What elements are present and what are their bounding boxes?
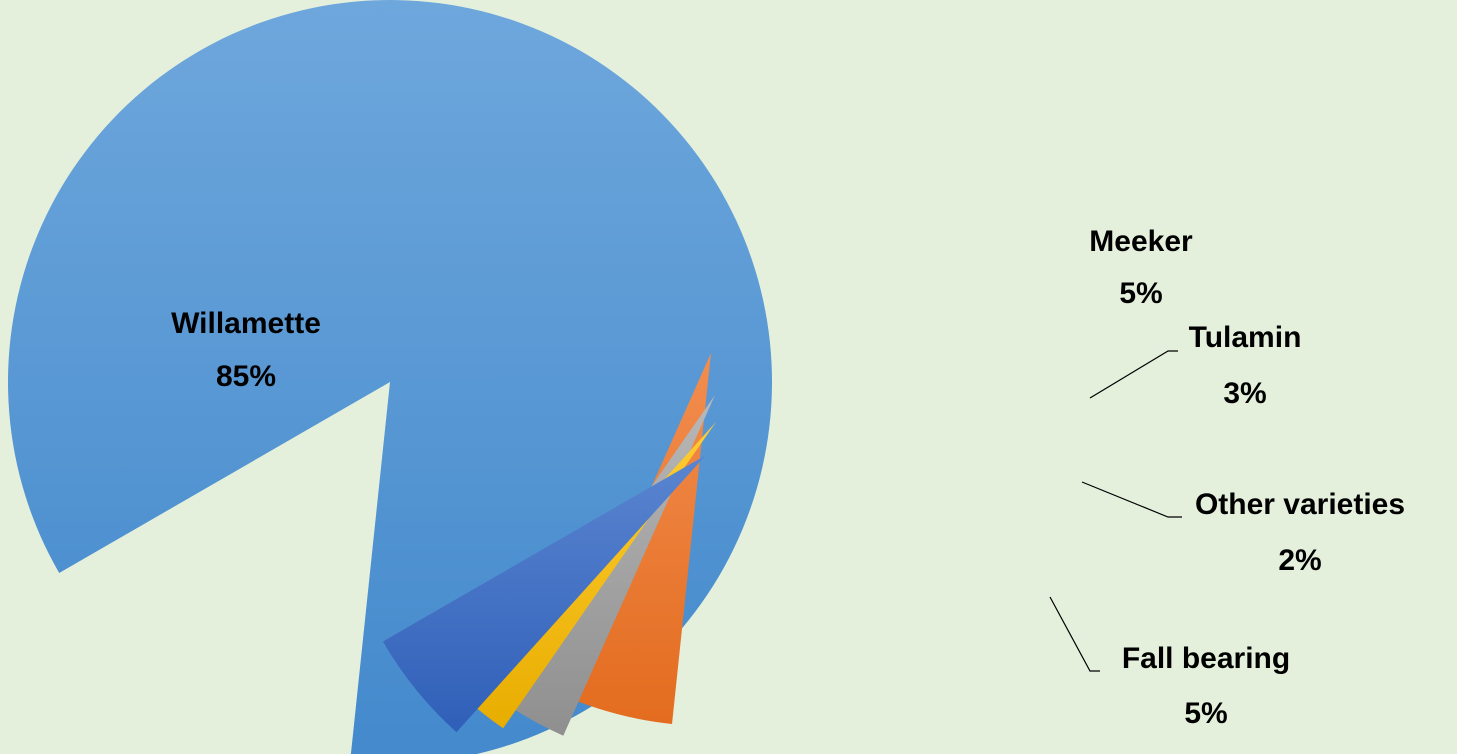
slice-value-fall-bearing: 5% — [1184, 697, 1227, 730]
slice-label-willamette: Willamette — [171, 307, 321, 340]
leader-line-tulamin — [1089, 350, 1178, 399]
slice-label-other-varieties: Other varieties — [1195, 488, 1405, 521]
slice-label-tulamin: Tulamin — [1189, 321, 1302, 354]
pie-slice-fall-bearing — [382, 455, 706, 733]
slice-label-meeker: Meeker — [1089, 225, 1193, 258]
slice-value-tulamin: 3% — [1223, 377, 1266, 410]
leader-line-other-varieties — [1081, 481, 1182, 518]
slice-value-meeker: 5% — [1119, 277, 1162, 310]
slice-value-willamette: 85% — [216, 360, 276, 393]
slice-value-other-varieties: 2% — [1278, 544, 1321, 577]
leader-line-fall-bearing — [1049, 596, 1100, 672]
slice-label-fall-bearing: Fall bearing — [1122, 642, 1290, 675]
